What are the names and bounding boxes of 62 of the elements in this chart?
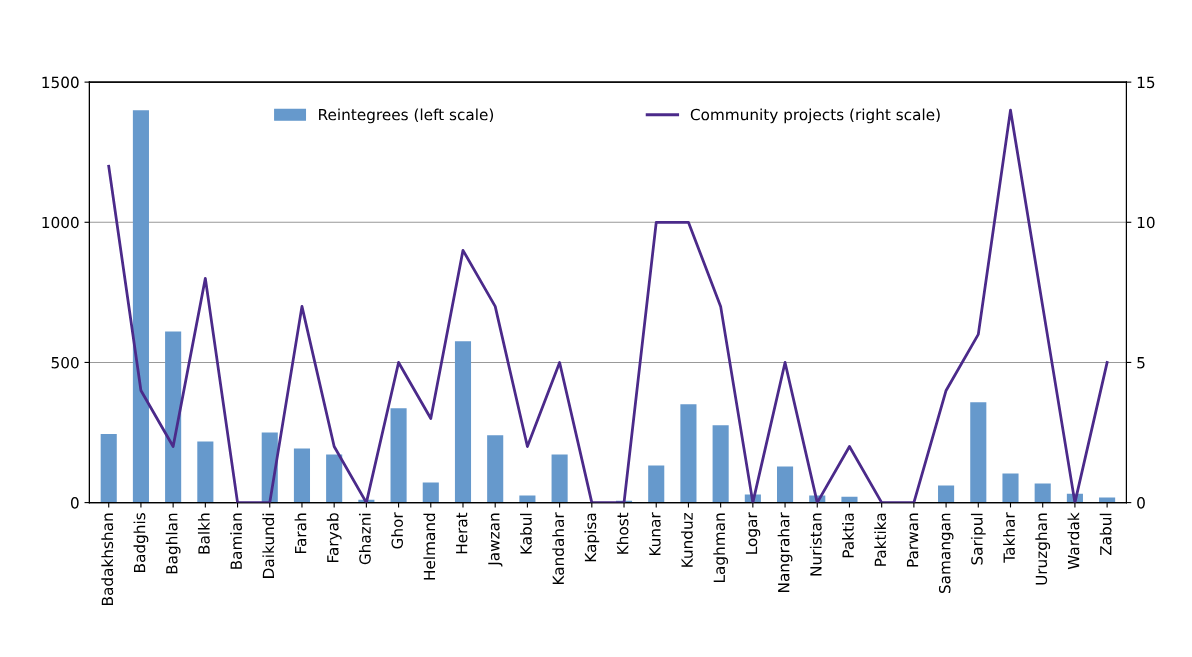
bar bbox=[1002, 473, 1019, 503]
bar bbox=[712, 425, 729, 503]
y2-tick-label: 5 bbox=[1137, 357, 1145, 369]
x-tick-label: Uruzghan bbox=[1035, 513, 1051, 585]
x-tick-label: Kabul bbox=[520, 513, 532, 554]
x-tick-label: Farah bbox=[294, 513, 307, 553]
bar bbox=[454, 341, 472, 503]
bar bbox=[390, 408, 407, 503]
y-tick-label: 1000 bbox=[42, 216, 79, 229]
y-tick-label: 500 bbox=[51, 356, 79, 369]
x-tick-label: Baghlan bbox=[165, 513, 181, 574]
x-tick-label: Takhar bbox=[1003, 512, 1015, 563]
bar bbox=[197, 441, 214, 503]
x-tick-label: Balkh bbox=[197, 513, 210, 554]
bar bbox=[487, 435, 504, 503]
bar bbox=[648, 465, 665, 503]
bar bbox=[422, 482, 439, 503]
x-tick-label: Ghor bbox=[391, 512, 404, 549]
y-tick-label: 1500 bbox=[42, 76, 79, 89]
x-tick-label: Kandahar bbox=[552, 512, 565, 585]
bar bbox=[777, 466, 794, 503]
legend-label: Reintegrees (left scale) bbox=[319, 108, 494, 124]
x-tick-label: Jawzan bbox=[488, 513, 503, 567]
bar bbox=[1034, 483, 1051, 503]
x-tick-label: Zabul bbox=[1099, 513, 1112, 556]
x-tick-label: Herat bbox=[456, 512, 468, 554]
x-tick-label: Kunar bbox=[649, 512, 661, 556]
bar bbox=[680, 404, 697, 503]
legend-label: Community projects (right scale) bbox=[690, 108, 940, 124]
x-tick-label: Faryab bbox=[326, 513, 342, 562]
x-tick-label: Khost bbox=[616, 512, 629, 554]
x-tick-label: Nangrahar bbox=[777, 512, 793, 592]
x-tick-label: Paktia bbox=[842, 513, 854, 558]
x-tick-label: Helmand bbox=[423, 513, 436, 580]
bar bbox=[293, 448, 311, 503]
x-tick-label: Parwan bbox=[906, 513, 919, 567]
x-tick-label: Paktika bbox=[874, 513, 887, 566]
x-tick-label: Bamian bbox=[230, 513, 242, 569]
x-tick-label: Kapisa bbox=[584, 513, 600, 562]
x-tick-label: Saripul bbox=[970, 513, 986, 565]
x-tick-label: Daikundi bbox=[262, 513, 275, 578]
bar bbox=[938, 485, 955, 503]
line-series bbox=[107, 108, 1109, 503]
y2-tick-label: 15 bbox=[1137, 76, 1155, 89]
x-tick-label: Badghis bbox=[133, 513, 149, 572]
bar bbox=[551, 454, 568, 503]
bar bbox=[132, 110, 149, 503]
x-tick-label: Wardak bbox=[1067, 512, 1080, 570]
bar bbox=[100, 433, 117, 503]
bar bbox=[970, 402, 987, 503]
bar bbox=[326, 454, 343, 503]
x-tick-label: Kunduz bbox=[681, 512, 693, 567]
y2-tick-label: 0 bbox=[1137, 497, 1145, 509]
x-tick-label: Samangan bbox=[938, 513, 954, 594]
bar bbox=[165, 331, 182, 503]
x-tick-label: Ghazni bbox=[358, 513, 371, 565]
x-tick-label: Laghman bbox=[713, 513, 729, 583]
x-tick-label: Badakhshan bbox=[101, 513, 114, 605]
y2-tick-label: 10 bbox=[1137, 216, 1155, 229]
x-tick-label: Nuristan bbox=[809, 513, 822, 576]
x-tick-label: Logar bbox=[745, 512, 761, 554]
y-tick-label: 0 bbox=[70, 497, 79, 509]
